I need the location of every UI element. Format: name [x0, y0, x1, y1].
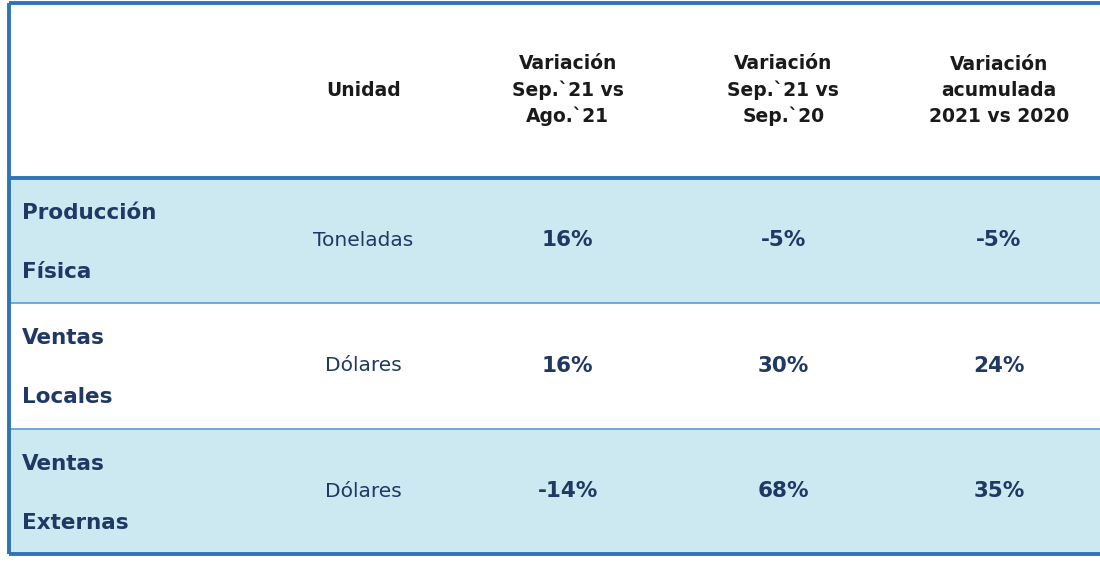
FancyBboxPatch shape	[9, 429, 1100, 554]
Text: -14%: -14%	[538, 481, 597, 501]
Text: Toneladas: Toneladas	[314, 231, 414, 250]
Text: 30%: 30%	[758, 356, 808, 376]
Text: Externas: Externas	[22, 512, 129, 532]
Text: Dólares: Dólares	[326, 356, 402, 375]
Text: 16%: 16%	[542, 230, 593, 251]
Text: Locales: Locales	[22, 387, 112, 407]
Text: Producción: Producción	[22, 203, 156, 223]
FancyBboxPatch shape	[9, 3, 1100, 178]
Text: Variación
acumulada
2021 vs 2020: Variación acumulada 2021 vs 2020	[928, 55, 1069, 125]
Text: 24%: 24%	[974, 356, 1024, 376]
Text: Unidad: Unidad	[327, 81, 400, 100]
FancyBboxPatch shape	[9, 178, 1100, 303]
Text: 68%: 68%	[758, 481, 808, 501]
Text: 35%: 35%	[974, 481, 1024, 501]
Text: 16%: 16%	[542, 356, 593, 376]
FancyBboxPatch shape	[9, 303, 1100, 429]
Text: Física: Física	[22, 262, 91, 282]
Text: Variación
Sep.`21 vs
Ago.`21: Variación Sep.`21 vs Ago.`21	[512, 54, 624, 127]
Text: Ventas: Ventas	[22, 328, 104, 348]
Text: Ventas: Ventas	[22, 454, 104, 473]
Text: Dólares: Dólares	[326, 482, 402, 501]
Text: -5%: -5%	[976, 230, 1022, 251]
Text: -5%: -5%	[760, 230, 806, 251]
Text: Variación
Sep.`21 vs
Sep.`20: Variación Sep.`21 vs Sep.`20	[727, 54, 839, 127]
